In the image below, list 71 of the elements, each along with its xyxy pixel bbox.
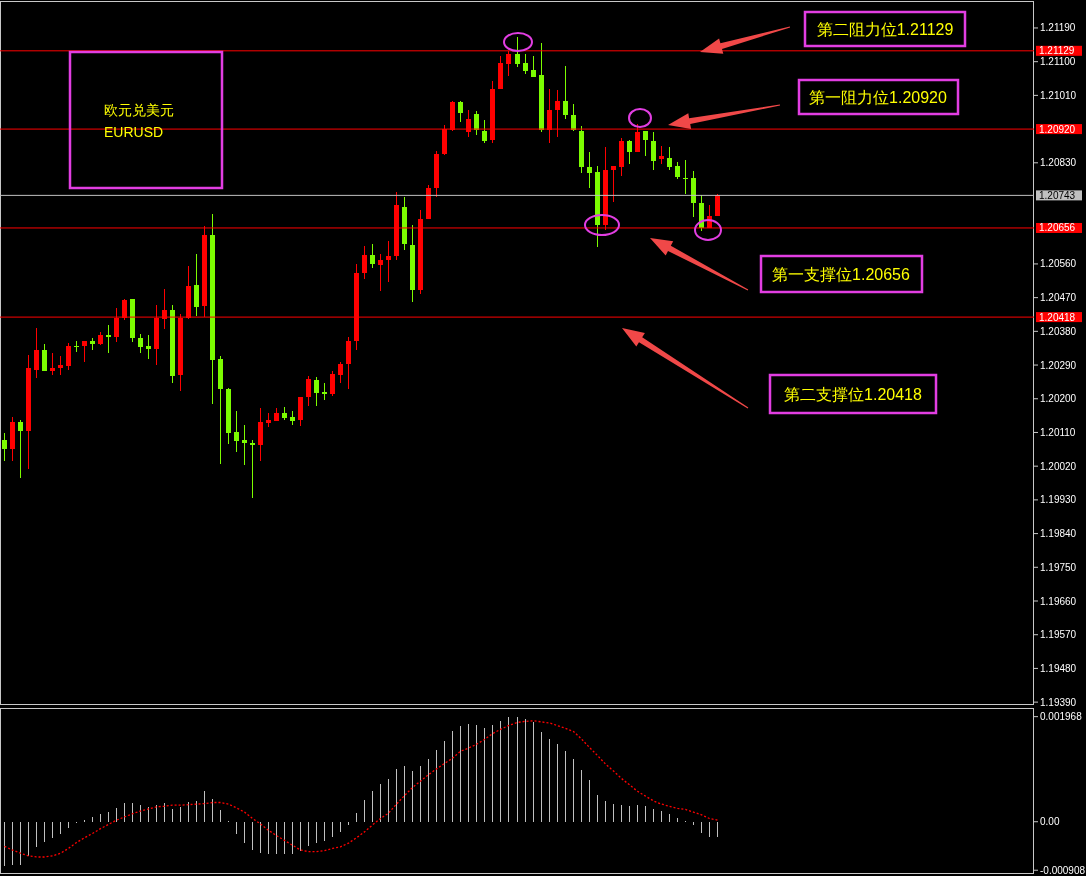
y-tick-label: 1.19930 bbox=[1040, 494, 1077, 506]
line-series bbox=[3, 720, 719, 858]
candlestick bbox=[2, 432, 7, 462]
candlestick bbox=[563, 65, 568, 120]
candlestick bbox=[378, 253, 383, 292]
candlestick bbox=[42, 343, 47, 372]
annotation: 第二支撑位1.20418 bbox=[784, 385, 923, 403]
candlestick bbox=[82, 340, 87, 363]
candlestick bbox=[346, 336, 351, 390]
y-tick-label: 1.20560 bbox=[1040, 258, 1077, 270]
y-tick-label: 1.19660 bbox=[1040, 595, 1077, 607]
candlestick bbox=[250, 439, 255, 499]
candlestick bbox=[386, 240, 391, 283]
y-tick-label: -0.000908 bbox=[1040, 864, 1086, 876]
candlestick bbox=[667, 146, 672, 171]
candlestick bbox=[587, 151, 592, 189]
candlestick bbox=[298, 396, 303, 427]
candlestick bbox=[683, 159, 688, 195]
candlestick bbox=[362, 245, 367, 280]
candlestick bbox=[106, 324, 111, 354]
candlestick bbox=[58, 355, 63, 376]
candlestick bbox=[643, 130, 648, 157]
y-tick-label: 1.20110 bbox=[1040, 426, 1076, 438]
candlestick bbox=[611, 165, 616, 203]
ref-line-label: 1.20418 bbox=[1039, 311, 1076, 323]
candlestick bbox=[66, 342, 71, 371]
y-tick-label: 1.20380 bbox=[1040, 325, 1077, 337]
y-tick-label: 1.19570 bbox=[1040, 629, 1077, 641]
candlestick bbox=[523, 53, 528, 75]
candlestick bbox=[515, 36, 520, 68]
y-tick-label: 1.20830 bbox=[1040, 157, 1077, 169]
candlestick bbox=[146, 334, 151, 360]
y-tick-label: 1.20020 bbox=[1040, 460, 1077, 472]
annotation: 第一支撑位1.20656 bbox=[772, 265, 911, 283]
candlestick bbox=[314, 376, 319, 407]
candlestick bbox=[330, 370, 335, 397]
candlestick bbox=[651, 131, 656, 171]
candlestick bbox=[458, 100, 463, 123]
candlestick bbox=[138, 333, 143, 354]
y-tick-label: 1.19750 bbox=[1040, 561, 1077, 573]
annotation: 第一阻力位1.20920 bbox=[809, 88, 948, 106]
y-tick-label: 1.20200 bbox=[1040, 393, 1077, 405]
y-tick-label: 1.21010 bbox=[1040, 89, 1077, 101]
candlestick bbox=[338, 361, 343, 384]
candlestick bbox=[627, 139, 632, 165]
candlestick bbox=[258, 407, 263, 462]
y-tick-label: 1.21100 bbox=[1040, 56, 1076, 68]
candlestick bbox=[234, 410, 239, 453]
candlestick bbox=[482, 119, 487, 144]
y-tick-label: 1.21190 bbox=[1040, 22, 1076, 34]
candlestick bbox=[242, 424, 247, 466]
ref-line-label: 1.20920 bbox=[1039, 123, 1076, 135]
ref-line-label: 1.20743 bbox=[1039, 189, 1076, 201]
ref-line-label: 1.20656 bbox=[1039, 222, 1076, 234]
y-tick-label: 1.19840 bbox=[1040, 528, 1077, 540]
y-tick-label: 1.20470 bbox=[1040, 292, 1077, 304]
candlestick bbox=[306, 375, 311, 407]
y-tick-label: 1.19390 bbox=[1040, 696, 1077, 708]
candlestick bbox=[370, 243, 375, 269]
ref-line-label: 1.21129 bbox=[1039, 45, 1075, 57]
candlestick bbox=[74, 340, 79, 353]
candlestick bbox=[50, 352, 55, 376]
annotation: 第二阻力位1.21129 bbox=[816, 20, 954, 38]
y-tick-label: 0.00 bbox=[1040, 816, 1060, 828]
candlestick bbox=[34, 327, 39, 379]
candlestick bbox=[18, 419, 23, 479]
annotation: 欧元兑美元 bbox=[104, 102, 174, 118]
y-tick-label: 0.001968 bbox=[1040, 711, 1083, 723]
y-tick-label: 1.20290 bbox=[1040, 359, 1077, 371]
y-tick-label: 1.19480 bbox=[1040, 662, 1077, 674]
candlestick bbox=[194, 253, 199, 317]
